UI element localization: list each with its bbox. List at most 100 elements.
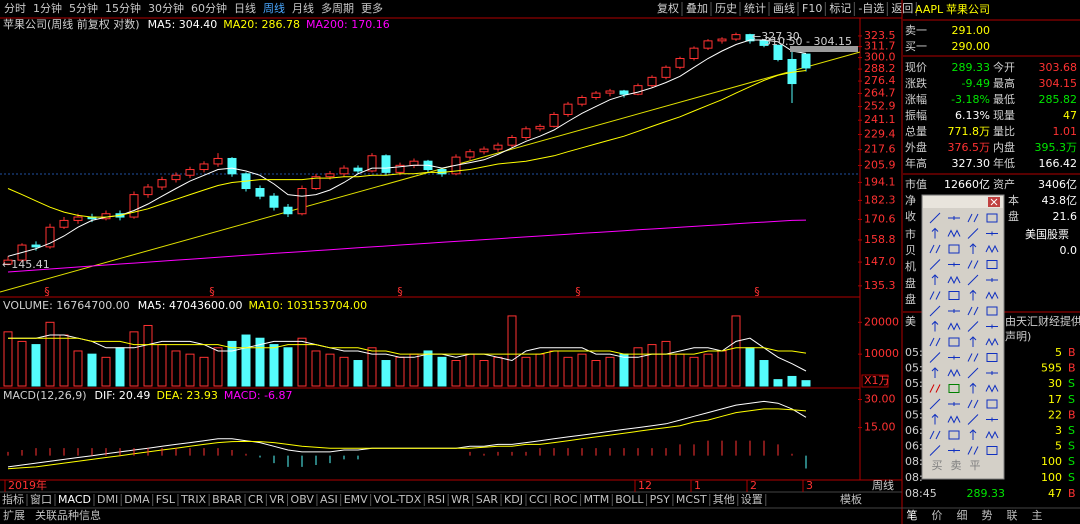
tool-icon[interactable] [967, 321, 979, 332]
tool-icon[interactable] [929, 291, 941, 300]
toolbar-button[interactable]: 统计 [744, 2, 766, 15]
tool-icon[interactable] [929, 337, 941, 347]
side-tab[interactable]: 主 [1032, 509, 1043, 522]
tool-icon[interactable] [947, 275, 961, 285]
tool-icon[interactable] [986, 306, 998, 316]
tool-icon[interactable] [929, 398, 941, 410]
indicator-tab[interactable]: RSI [427, 493, 445, 506]
tool-icon[interactable] [947, 415, 961, 424]
indicator-tab[interactable]: OBV [291, 493, 315, 506]
tool-icon[interactable] [948, 291, 960, 300]
indicator-tab[interactable]: 指标 [2, 492, 24, 506]
tool-icon[interactable] [948, 244, 960, 254]
tool-icon[interactable] [986, 260, 998, 269]
indicator-tab[interactable]: VOL-TDX [374, 493, 422, 506]
toolbar-button[interactable]: 叠加 [686, 2, 708, 15]
side-tab[interactable]: 势 [982, 509, 993, 522]
tool-icon[interactable] [948, 216, 960, 220]
tool-icon[interactable] [948, 309, 960, 313]
tool-icon[interactable] [931, 367, 939, 378]
tool-icon[interactable] [969, 382, 977, 394]
tool-icon[interactable] [967, 353, 979, 362]
period-tab[interactable]: 1分钟 [33, 1, 62, 15]
period-tab[interactable]: 周线 [263, 1, 285, 15]
tool-icon[interactable] [948, 384, 960, 393]
side-tab[interactable]: 笔 [907, 508, 918, 522]
toolbar-button[interactable]: 历史 [715, 2, 737, 15]
indicator-tab[interactable]: KDJ [504, 493, 523, 506]
tool-icon[interactable] [986, 324, 998, 329]
tool-icon[interactable] [967, 306, 979, 316]
indicator-tab[interactable]: DMI [97, 493, 118, 506]
indicator-tab[interactable]: 设置 [741, 493, 763, 506]
tool-icon[interactable] [969, 429, 977, 440]
tool-icon[interactable] [948, 430, 960, 440]
period-tab[interactable]: 5分钟 [69, 1, 98, 15]
indicator-tab[interactable]: CCI [529, 493, 548, 506]
tool-icon[interactable] [986, 417, 998, 422]
tool-icon[interactable] [929, 212, 941, 224]
indicator-tab[interactable]: ASI [320, 493, 338, 506]
tool-icon[interactable] [986, 353, 998, 362]
tool-icon[interactable] [969, 289, 977, 301]
trade-button[interactable]: 卖 [951, 459, 962, 472]
side-tab[interactable]: 联 [1007, 509, 1018, 522]
tool-icon[interactable] [986, 231, 998, 236]
tool-icon[interactable] [967, 274, 979, 286]
indicator-tab[interactable]: BOLL [615, 493, 644, 506]
tool-icon[interactable] [985, 291, 999, 300]
period-tab[interactable]: 15分钟 [105, 1, 141, 15]
tool-icon[interactable] [947, 229, 961, 238]
toolbar-button[interactable]: 画线 [773, 1, 795, 15]
tool-icon[interactable] [985, 244, 999, 254]
tool-icon[interactable] [948, 448, 960, 453]
tool-icon[interactable] [929, 244, 941, 254]
indicator-tab[interactable]: MACD [58, 493, 91, 506]
indicator-tab[interactable]: DMA [124, 493, 150, 506]
trade-button[interactable]: 平 [970, 459, 981, 472]
tool-icon[interactable] [947, 368, 961, 378]
tool-icon[interactable] [931, 320, 939, 332]
tool-icon[interactable] [986, 446, 998, 455]
indicator-tab[interactable]: VR [269, 493, 285, 506]
side-tab[interactable]: 价 [932, 509, 943, 522]
tool-icon[interactable] [986, 399, 998, 409]
indicator-tab[interactable]: ROC [554, 493, 578, 506]
tool-icon[interactable] [948, 402, 960, 406]
template-button[interactable]: 模板 [840, 492, 862, 506]
tool-icon[interactable] [931, 227, 939, 239]
indicator-tab[interactable]: BRAR [212, 493, 242, 506]
tool-icon[interactable] [948, 337, 960, 347]
tool-icon[interactable] [929, 305, 941, 317]
tool-icon[interactable] [929, 259, 941, 270]
indicator-tab[interactable]: PSY [650, 493, 671, 506]
tool-icon[interactable] [969, 243, 977, 254]
tool-icon[interactable] [967, 260, 979, 269]
tool-icon[interactable] [985, 337, 999, 347]
indicator-tab[interactable]: TRIX [180, 493, 207, 506]
indicator-tab[interactable]: 窗口 [30, 492, 52, 506]
extra-tab[interactable]: 扩展 [3, 508, 25, 522]
tool-icon[interactable] [929, 352, 941, 363]
period-tab[interactable]: 更多 [361, 1, 383, 15]
tool-icon[interactable] [929, 430, 941, 440]
tool-icon[interactable] [947, 322, 961, 331]
tool-icon[interactable] [929, 445, 941, 456]
tool-icon[interactable] [967, 446, 979, 455]
indicator-tab[interactable]: EMV [344, 493, 368, 506]
indicator-tab[interactable]: SAR [476, 493, 499, 506]
tool-icon[interactable] [948, 355, 960, 360]
indicator-tab[interactable]: FSL [156, 493, 176, 506]
period-tab[interactable]: 60分钟 [191, 1, 227, 15]
period-tab[interactable]: 日线 [234, 1, 256, 15]
side-tab[interactable]: 细 [957, 509, 968, 522]
indicator-tab[interactable]: MCST [676, 493, 707, 506]
toolbar-button[interactable]: F10 [802, 2, 822, 15]
tool-icon[interactable] [969, 336, 977, 347]
period-tab[interactable]: 分时 [4, 2, 26, 15]
trade-button[interactable]: 买 [932, 459, 943, 472]
tool-icon[interactable] [967, 367, 979, 379]
toolbar-button[interactable]: 标记 [829, 1, 851, 15]
tool-icon[interactable] [929, 384, 941, 393]
toolbar-button[interactable]: 复权 [657, 1, 679, 15]
